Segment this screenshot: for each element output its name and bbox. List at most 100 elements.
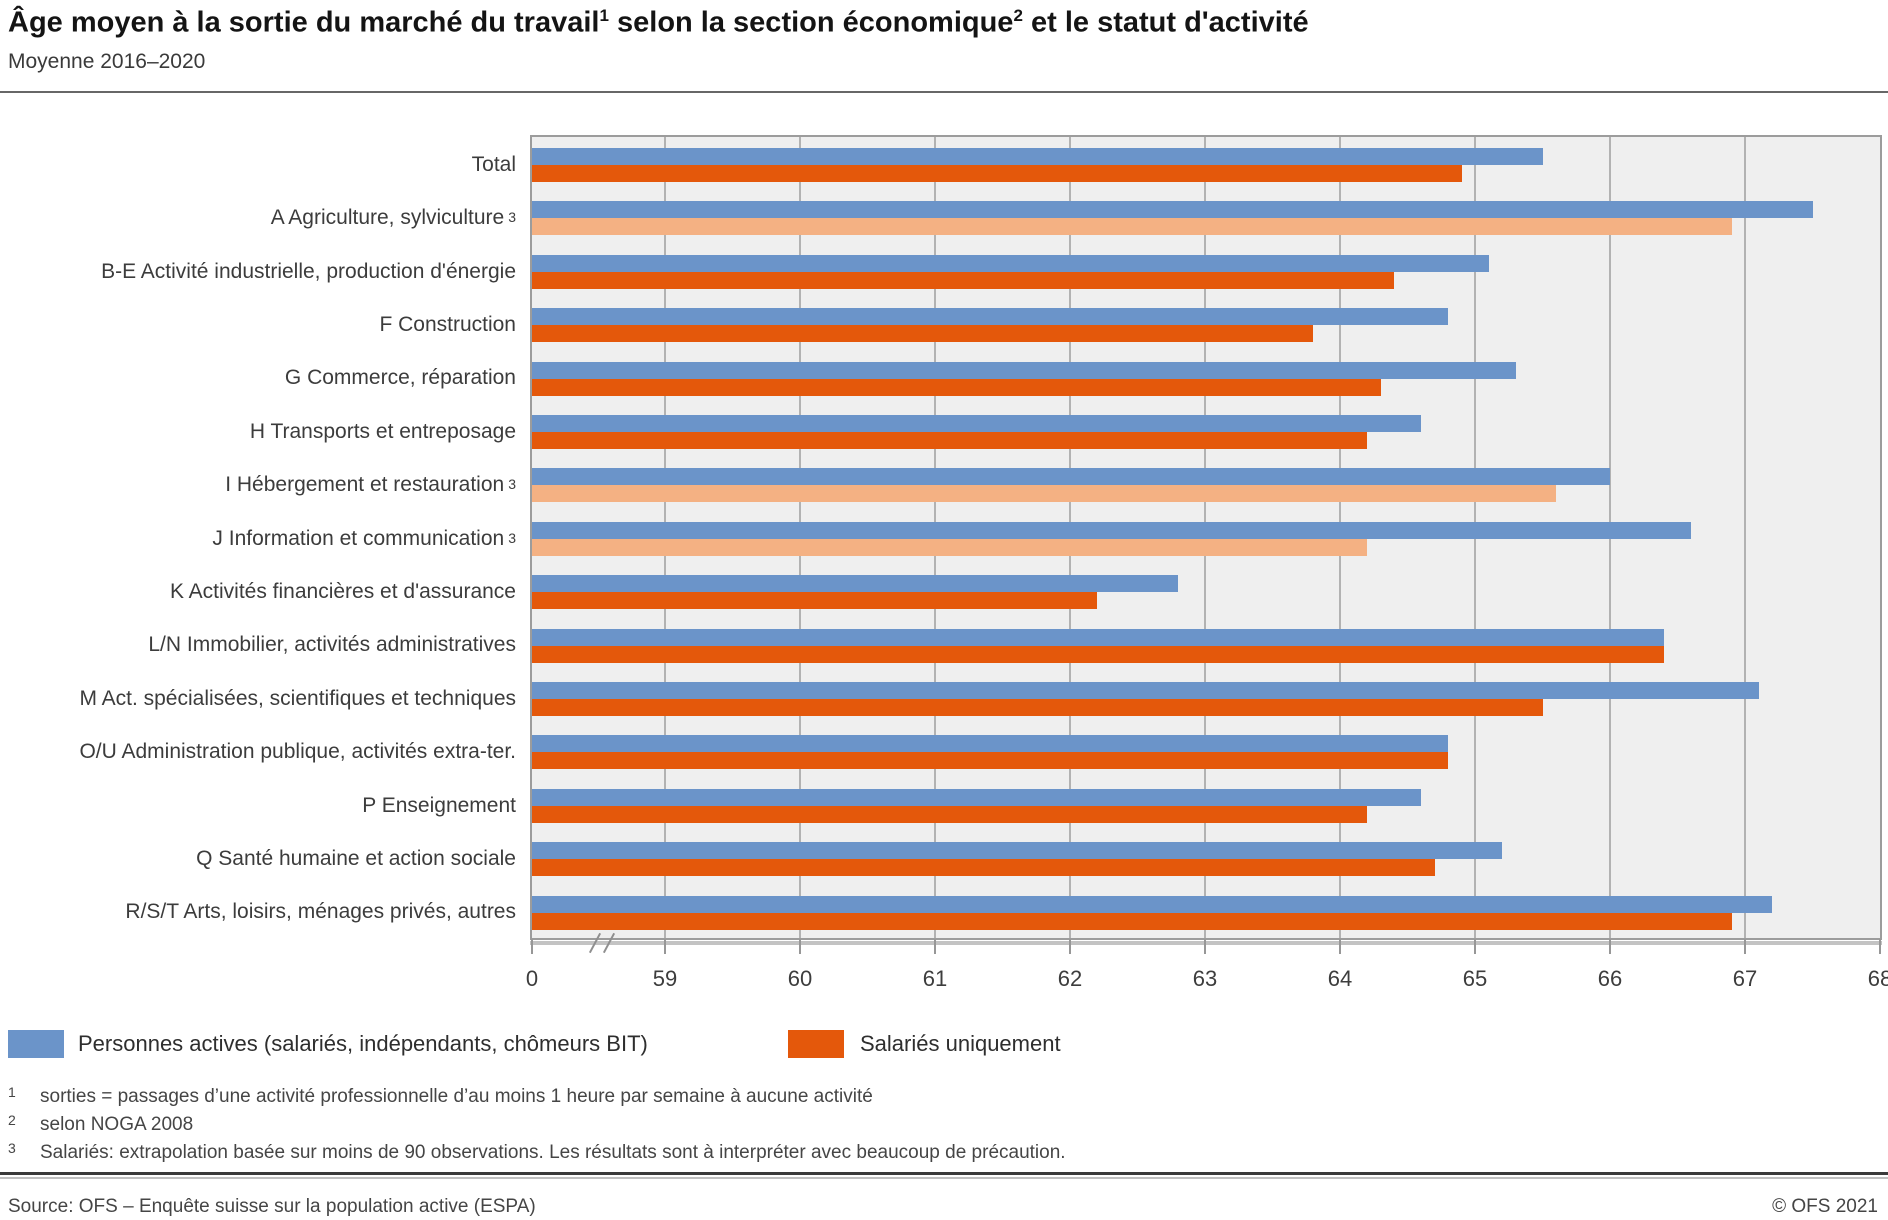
category-label: M Act. spécialisées, scientifiques et te… [0,669,516,722]
footnote-2: 2 selon NOGA 2008 [8,1112,194,1135]
category-label: A Agriculture, sylviculture 3 [0,188,516,241]
bar-personnes-actives [532,468,1610,486]
category-footnote-marker: 3 [508,209,516,226]
bar-rows [532,137,1880,938]
category-labels: Total A Agriculture, sylviculture 3 B-E Act… [0,135,516,936]
category-label-text: J Information et communication [212,526,505,550]
axis-tick-label-61: 61 [922,966,948,991]
category-label-text: I Hébergement et restauration [225,473,505,497]
category-label: R/S/T Arts, loisirs, ménages privés, aut… [0,883,516,936]
axis-tick-61 [934,939,936,954]
category-label: O/U Administration publique, activités e… [0,722,516,775]
bar-row [532,404,1880,457]
axis-tick-0 [531,939,533,954]
axis-tick-label-68: 68 [1867,966,1888,991]
axis-tick-label-65: 65 [1462,966,1488,991]
category-footnote-marker: 3 [508,476,516,493]
category-label: F Construction [0,295,516,348]
footnotes: 1 sorties = passages d’une activité profe… [8,1084,1608,1170]
bar-personnes-actives [532,575,1178,593]
footer-divider [0,1172,1888,1175]
bar-salaries [532,378,1381,396]
bar-row [532,778,1880,831]
footnote-1: 1 sorties = passages d’une activité profe… [8,1084,873,1107]
bar-personnes-actives [532,201,1813,219]
x-axis-labels: 0 59 60 61 62 63 64 65 66 67 68 [526,966,1888,996]
axis-tick-label-62: 62 [1057,966,1083,991]
axis-tick-label-60: 60 [787,966,813,991]
bar-salaries-extrapolated [532,538,1367,556]
source-text: Source: OFS – Enquête suisse sur la popu… [8,1196,536,1217]
legend-label-personnes-actives: Personnes actives (salariés, indépendant… [78,1031,648,1056]
axis-tick-label-63: 63 [1192,966,1218,991]
bar-salaries-extrapolated [532,218,1732,236]
category-label-text: A Agriculture, sylviculture [270,206,505,230]
bar-salaries [532,165,1462,182]
bar-personnes-actives [532,361,1516,379]
category-label-text: R/S/T Arts, loisirs, ménages privés, aut… [125,900,516,924]
category-label: Total [0,135,516,188]
axis-tick-59 [664,939,666,954]
category-label: Q Santé humaine et action sociale [0,829,516,882]
category-label: K Activités financières et d'assurance [0,562,516,615]
bar-salaries-extrapolated [532,485,1556,503]
axis-tick-68 [1879,939,1881,954]
category-label-text: Total [471,152,516,176]
bar-row [532,564,1880,617]
axis-tick-label-59: 59 [652,966,678,991]
axis-tick-label-0: 0 [525,966,539,991]
bar-row [532,831,1880,884]
axis-tick-65 [1474,939,1476,954]
bar-row [532,457,1880,510]
bar-salaries [532,645,1664,663]
bar-row [532,885,1880,938]
bar-row [532,244,1880,297]
axis-tick-63 [1204,939,1206,954]
bar-personnes-actives [532,415,1421,433]
axis-tick-label-66: 66 [1597,966,1623,991]
bar-row [532,511,1880,564]
bar-personnes-actives [532,148,1543,165]
footer-divider-light [0,1177,1888,1179]
bar-salaries [532,805,1367,823]
header-divider [0,91,1888,93]
bar-personnes-actives [532,895,1772,913]
legend-swatch-personnes-actives [8,1030,64,1058]
category-label-text: L/N Immobilier, activités administrative… [148,633,516,657]
bar-personnes-actives [532,308,1448,326]
category-label-text: G Commerce, réparation [284,366,516,390]
category-label-text: B-E Activité industrielle, production d'… [101,259,516,283]
category-label: L/N Immobilier, activités administrative… [0,616,516,669]
bar-salaries [532,699,1543,717]
bar-salaries [532,271,1394,289]
bar-row [532,724,1880,777]
bar-salaries [532,592,1097,610]
category-label: J Information et communication 3 [0,509,516,562]
plot-inner [532,137,1880,938]
legend-label-salaries: Salariés uniquement [860,1031,1061,1056]
bar-personnes-actives [532,682,1759,700]
bar-salaries [532,325,1313,343]
copyright-text: © OFS 2021 [1772,1196,1878,1217]
x-axis [530,932,1882,961]
plot-area [530,135,1882,940]
legend-swatch-salaries [788,1030,844,1058]
chart-subtitle: Moyenne 2016–2020 [8,50,206,73]
category-label-text: Q Santé humaine et action sociale [196,846,516,870]
bar-personnes-actives [532,521,1691,539]
bar-row [532,297,1880,350]
axis-tick-label-67: 67 [1732,966,1758,991]
category-label: H Transports et entreposage [0,402,516,455]
bar-row [532,137,1880,190]
bar-row [532,618,1880,671]
axis-tick-64 [1339,939,1341,954]
axis-tick-60 [799,939,801,954]
page-title: Âge moyen à la sortie du marché du trava… [8,6,1309,39]
category-label: B-E Activité industrielle, production d'… [0,242,516,295]
bar-personnes-actives [532,842,1502,860]
category-label-text: H Transports et entreposage [249,419,516,443]
axis-tick-label-64: 64 [1327,966,1353,991]
category-label: I Hébergement et restauration 3 [0,455,516,508]
title-footnote-1: 1 [599,6,609,25]
axis-tick-62 [1069,939,1071,954]
